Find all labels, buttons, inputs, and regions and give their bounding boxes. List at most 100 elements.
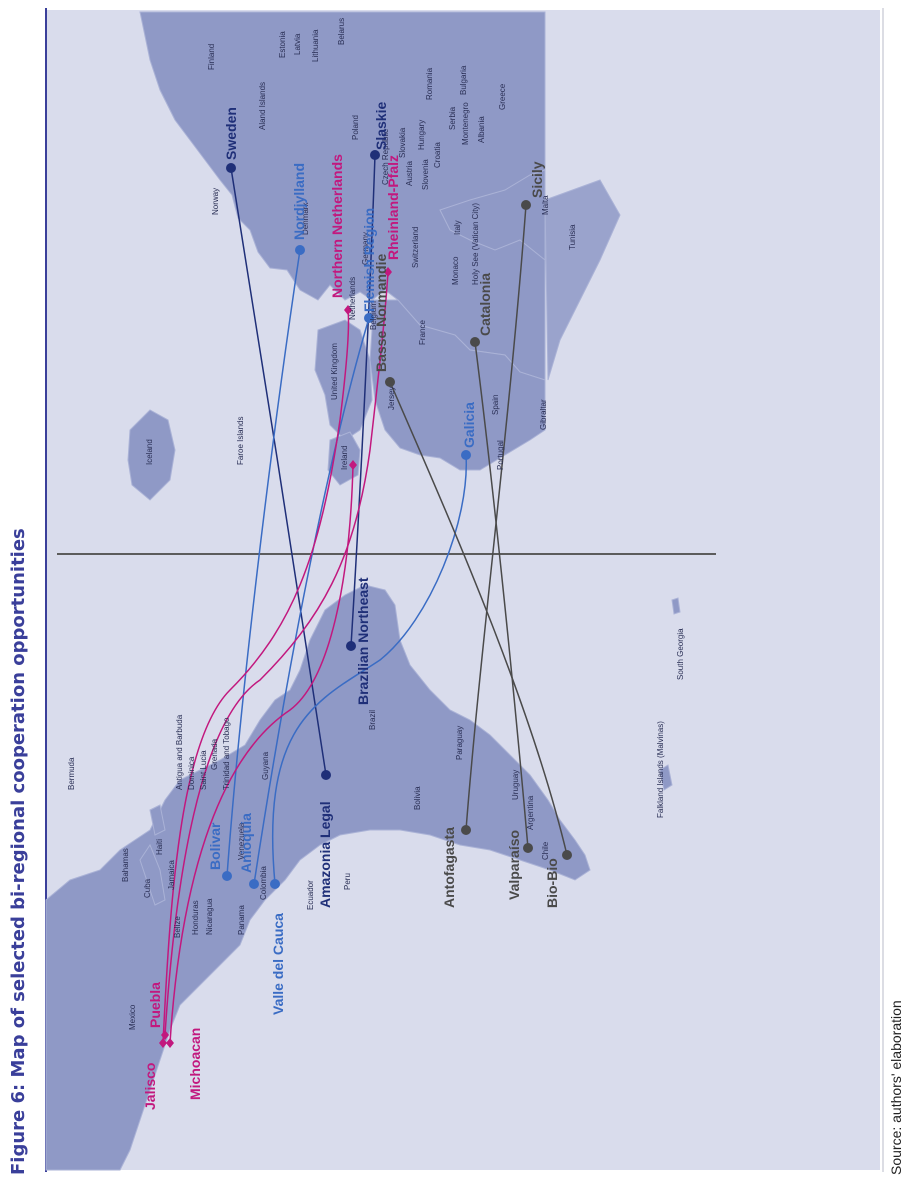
connection-michoacan-ireland <box>169 464 354 1044</box>
country-label: Montenegro <box>461 102 470 145</box>
region-label-puebla: Puebla <box>147 982 163 1028</box>
country-label: Jersey <box>387 386 396 410</box>
country-label: Netherlands <box>348 277 357 320</box>
country-labels: Finland Estonia Latvia Lithuania Belarus… <box>67 18 685 1030</box>
country-label: France <box>418 320 427 345</box>
country-label: Falkland Islands (Malvinas) <box>656 721 665 818</box>
node-bolivar <box>222 871 232 881</box>
country-label: Romania <box>425 67 434 100</box>
region-nodes <box>159 150 572 1048</box>
region-label-nordjylland: Nordjylland <box>291 163 307 240</box>
country-label: Nicaragua <box>205 898 214 935</box>
node-basse-normandie <box>385 377 395 387</box>
node-rheinland <box>384 267 392 277</box>
americas-landmass <box>45 584 591 1171</box>
region-label-antofagasta: Antofagasta <box>441 827 457 908</box>
country-label: Holy See (Vatican City) <box>471 203 480 285</box>
south-georgia-landmass <box>671 597 681 615</box>
connection-anioquia-flemish <box>253 317 370 885</box>
country-label: Honduras <box>191 900 200 935</box>
region-label-valparaiso: Valparaíso <box>506 830 522 900</box>
region-label-valle-del-cauca: Valle del Cauca <box>270 913 286 1015</box>
country-label: Estonia <box>278 31 287 58</box>
country-label: United Kingdom <box>330 343 339 400</box>
connection-puebla-rheinland <box>164 271 389 1036</box>
region-label-rheinland: Rheinland-Pfalz <box>385 155 401 260</box>
region-labels: Sweden Nordjylland Northern Netherlands … <box>142 102 560 1110</box>
country-label: South Georgia <box>676 628 685 680</box>
node-valparaiso <box>523 843 533 853</box>
country-label: Uruguay <box>511 770 520 800</box>
country-label: Hungary <box>417 120 426 150</box>
region-label-galicia: Galicia <box>461 402 477 448</box>
country-label: Finland <box>207 44 216 70</box>
node-galicia <box>461 450 471 460</box>
country-label: Grenada <box>210 738 219 770</box>
region-label-northern-netherlands: Northern Netherlands <box>329 154 345 298</box>
node-anioquia <box>249 879 259 889</box>
country-label: Aland Islands <box>258 82 267 130</box>
north-africa-landmass <box>544 179 621 381</box>
country-label: Dominica <box>187 756 196 790</box>
country-label: Argentina <box>526 795 535 830</box>
hispaniola-landmass <box>149 804 166 836</box>
country-label: Czech Republic <box>381 129 390 185</box>
country-label: Bolivia <box>413 786 422 810</box>
connection-valle-galicia <box>271 454 467 885</box>
region-label-catalonia: Catalonia <box>477 273 493 336</box>
node-sicily <box>521 200 531 210</box>
country-label: Brazil <box>368 710 377 730</box>
node-puebla <box>161 1030 169 1040</box>
iberia-landmass <box>369 299 546 471</box>
country-label: Bulgaria <box>459 65 468 95</box>
country-label: Ireland <box>340 446 349 470</box>
country-label: Slovakia <box>398 127 407 158</box>
country-label: Antigua and Barbuda <box>175 714 184 790</box>
country-label: Panama <box>237 905 246 935</box>
country-label: Switzerland <box>411 227 420 268</box>
country-label: Haiti <box>155 839 164 855</box>
country-label: Slovenia <box>421 159 430 190</box>
region-label-amazonia-legal: Amazonia Legal <box>317 801 333 908</box>
country-label: Bahamas <box>121 848 130 882</box>
connection-brazilne-slaskie <box>350 154 376 647</box>
connection-valparaiso-catalonia <box>474 341 529 849</box>
region-label-slaskie: Slaskie <box>373 102 389 150</box>
country-label: Serbia <box>448 106 457 130</box>
node-northern-netherlands <box>344 305 352 315</box>
country-label: Belarus <box>337 18 346 45</box>
country-label: Albania <box>477 116 486 143</box>
country-label: Malta <box>541 195 550 215</box>
country-label: Latvia <box>293 33 302 55</box>
region-label-sweden: Sweden <box>223 107 239 160</box>
figure-title: Figure 6: Map of selected bi-regional co… <box>8 528 29 1175</box>
country-label: Belize <box>173 916 182 938</box>
region-label-brazilian-northeast: Brazilian Northeast <box>355 577 371 705</box>
connection-amazonia-sweden <box>230 167 327 776</box>
connection-bolivar-nordjylland <box>226 249 301 877</box>
node-slaskie <box>370 150 380 160</box>
node-flemish <box>364 313 374 323</box>
country-label: Bermuda <box>67 757 76 790</box>
country-label: Monaco <box>451 256 460 285</box>
country-label: Iceland <box>145 439 154 465</box>
node-michoacan <box>166 1038 174 1048</box>
country-label: Belgium <box>369 301 378 330</box>
country-label: Mexico <box>128 1004 137 1030</box>
region-label-basse-normandie: Basse Normandie <box>373 254 389 372</box>
land-masses <box>45 11 681 1171</box>
node-nordjylland <box>295 245 305 255</box>
country-label: Germany <box>361 232 370 265</box>
node-valle-del-cauca <box>270 879 280 889</box>
node-catalonia <box>470 337 480 347</box>
region-label-jalisco: Jalisco <box>142 1063 158 1110</box>
node-jalisco <box>159 1038 167 1048</box>
connection-jalisco-northern-netherlands <box>162 309 350 1044</box>
node-ireland <box>349 460 357 470</box>
country-label: Tunisia <box>568 224 577 250</box>
country-label: Poland <box>351 115 360 140</box>
region-label-flemish: Flemish Region <box>361 208 377 312</box>
node-amazonia-legal <box>321 770 331 780</box>
